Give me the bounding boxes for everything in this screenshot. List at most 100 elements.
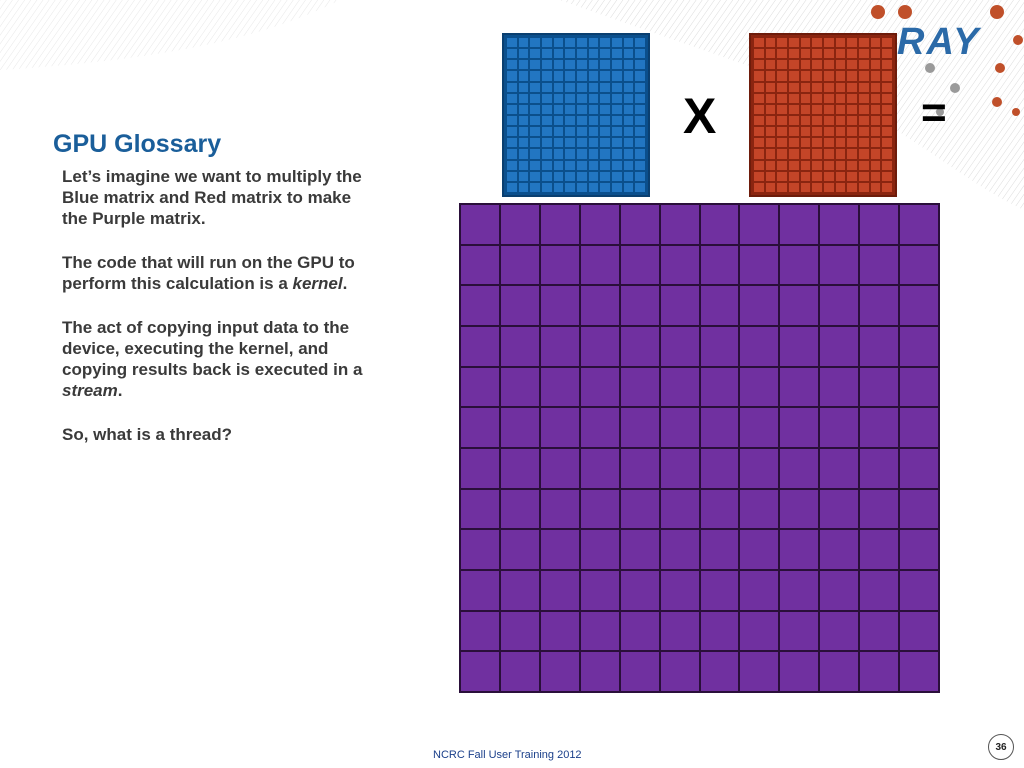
- matrix-cell: [623, 93, 634, 103]
- matrix-cell: [577, 160, 587, 170]
- matrix-cell: [461, 205, 499, 244]
- matrix-cell: [847, 138, 857, 148]
- matrix-cell: [623, 104, 634, 114]
- matrix-cell: [518, 127, 529, 137]
- matrix-cell: [860, 205, 899, 244]
- matrix-cell: [824, 71, 834, 81]
- matrix-cell: [847, 127, 857, 137]
- matrix-cell: [789, 49, 799, 59]
- matrix-cell: [507, 60, 517, 70]
- matrix-cell: [461, 652, 499, 691]
- matrix-cell: [580, 245, 619, 285]
- matrix-cell: [870, 149, 881, 159]
- matrix-cell: [900, 327, 938, 366]
- red-matrix: [749, 33, 897, 197]
- matrix-cell: [588, 116, 599, 126]
- matrix-cell: [635, 127, 645, 137]
- matrix-cell: [623, 60, 634, 70]
- matrix-cell: [700, 205, 739, 244]
- matrix-cell: [789, 182, 799, 192]
- matrix-cell: [553, 104, 564, 114]
- matrix-cell: [540, 489, 579, 529]
- matrix-cell: [859, 60, 869, 70]
- matrix-cell: [700, 327, 739, 366]
- matrix-cell: [518, 60, 529, 70]
- matrix-cell: [577, 60, 587, 70]
- matrix-cell: [461, 530, 499, 569]
- matrix-cell: [580, 449, 619, 488]
- matrix-cell: [777, 149, 787, 159]
- matrix-cell: [518, 104, 529, 114]
- matrix-cell: [660, 489, 699, 529]
- matrix-cell: [882, 160, 892, 170]
- matrix-cell: [612, 127, 622, 137]
- matrix-cell: [859, 182, 869, 192]
- matrix-cell: [882, 104, 892, 114]
- matrix-cell: [812, 49, 822, 59]
- matrix-cell: [542, 104, 552, 114]
- matrix-cell: [765, 93, 776, 103]
- matrix-cell: [600, 171, 610, 181]
- matrix-cell: [540, 571, 579, 610]
- matrix-cell: [800, 171, 811, 181]
- matrix-cell: [847, 104, 857, 114]
- matrix-cell: [635, 71, 645, 81]
- matrix-cell: [580, 652, 619, 691]
- matrix-cell: [623, 71, 634, 81]
- matrix-cell: [588, 82, 599, 92]
- paragraph-1-text: Let’s imagine we want to multiply the Bl…: [62, 167, 362, 228]
- matrix-cell: [820, 286, 859, 325]
- matrix-cell: [635, 116, 645, 126]
- matrix-cell: [565, 182, 575, 192]
- matrix-cell: [870, 82, 881, 92]
- matrix-cell: [870, 127, 881, 137]
- matrix-cell: [780, 245, 819, 285]
- matrix-cell: [740, 327, 779, 366]
- matrix-cell: [800, 104, 811, 114]
- matrix-cell: [612, 116, 622, 126]
- matrix-cell: [824, 104, 834, 114]
- matrix-cell: [635, 49, 645, 59]
- matrix-cell: [461, 489, 499, 529]
- matrix-cell: [507, 171, 517, 181]
- paragraph-2-emphasis: kernel: [292, 274, 343, 293]
- matrix-cell: [870, 171, 881, 181]
- matrix-cell: [553, 149, 564, 159]
- matrix-cell: [870, 182, 881, 192]
- matrix-cell: [530, 116, 540, 126]
- matrix-cell: [847, 71, 857, 81]
- matrix-cell: [835, 127, 846, 137]
- matrix-cell: [600, 104, 610, 114]
- matrix-cell: [740, 530, 779, 569]
- matrix-cell: [700, 245, 739, 285]
- matrix-cell: [835, 149, 846, 159]
- matrix-cell: [588, 182, 599, 192]
- matrix-cell: [553, 60, 564, 70]
- matrix-cell: [542, 127, 552, 137]
- matrix-cell: [859, 149, 869, 159]
- matrix-cell: [765, 171, 776, 181]
- matrix-cell: [542, 93, 552, 103]
- matrix-cell: [740, 205, 779, 244]
- matrix-cell: [612, 82, 622, 92]
- matrix-cell: [824, 149, 834, 159]
- matrix-cell: [835, 93, 846, 103]
- matrix-cell: [518, 138, 529, 148]
- matrix-cell: [820, 611, 859, 651]
- matrix-cell: [765, 38, 776, 48]
- paragraph-2-text: The code that will run on the GPU to per…: [62, 253, 355, 293]
- matrix-cell: [530, 160, 540, 170]
- matrix-cell: [824, 127, 834, 137]
- matrix-cell: [859, 171, 869, 181]
- matrix-cell: [565, 71, 575, 81]
- matrix-cell: [660, 245, 699, 285]
- matrix-cell: [800, 138, 811, 148]
- matrix-cell: [542, 60, 552, 70]
- matrix-cell: [800, 49, 811, 59]
- matrix-cell: [900, 571, 938, 610]
- matrix-cell: [542, 49, 552, 59]
- matrix-cell: [754, 38, 764, 48]
- matrix-cell: [507, 38, 517, 48]
- matrix-cell: [777, 71, 787, 81]
